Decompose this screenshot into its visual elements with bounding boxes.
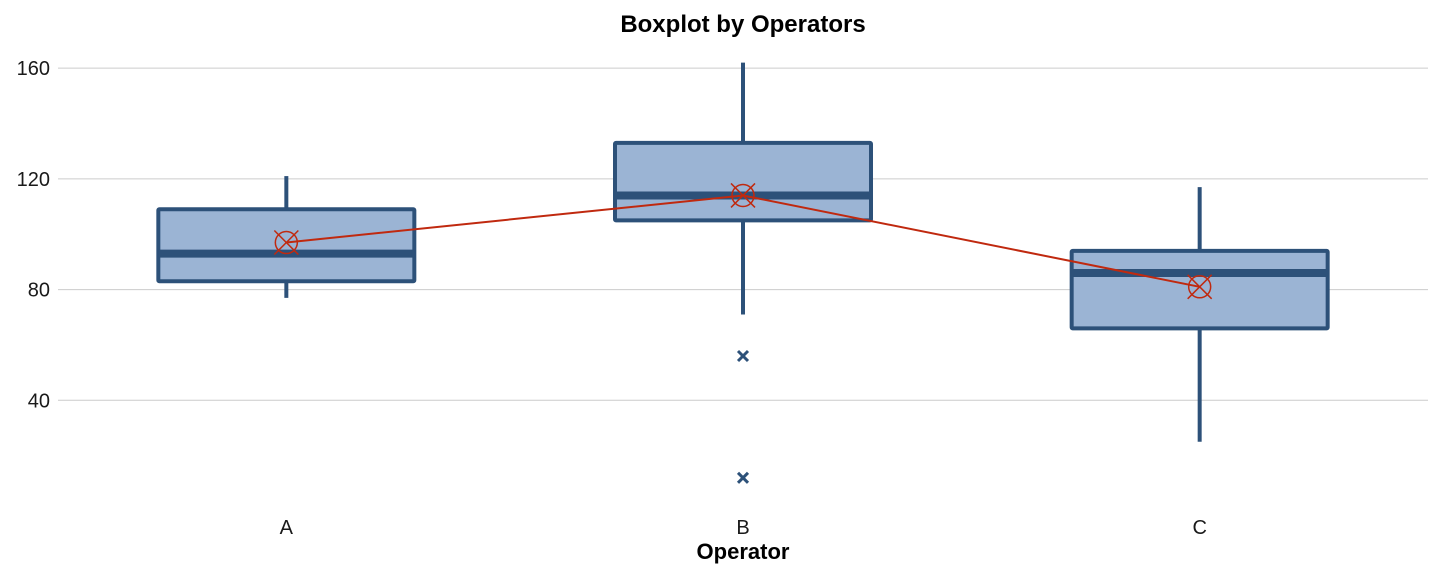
- mean-circle: [731, 183, 755, 208]
- outlier-stroke: [736, 349, 750, 363]
- x-tick-label: B: [736, 517, 749, 539]
- x-axis-label: Operator: [697, 539, 790, 564]
- mean-marker: [1187, 274, 1213, 300]
- mean-marker: [273, 229, 299, 256]
- y-tick-label: 120: [17, 169, 50, 191]
- mean-marker: [730, 182, 756, 208]
- y-tick-label: 80: [28, 280, 50, 302]
- iqr-box: [613, 140, 873, 223]
- outlier-point: [736, 349, 750, 363]
- box-group-B: [613, 62, 873, 484]
- x-tick-label: C: [1192, 517, 1206, 539]
- x-tick-label: A: [280, 517, 294, 539]
- iqr-box: [156, 207, 417, 284]
- chart-title: Boxplot by Operators: [620, 11, 865, 38]
- outlier-point: [736, 471, 750, 484]
- mean-markers: [273, 182, 1213, 300]
- mean-cross: [730, 182, 756, 208]
- box-group-A: [156, 176, 417, 298]
- x-axis-ticks: A B C: [280, 517, 1207, 539]
- mean-cross: [273, 229, 299, 256]
- y-axis-ticks: 40 80 120 160: [17, 58, 50, 412]
- iqr-box: [1069, 248, 1330, 331]
- mean-cross: [1187, 274, 1213, 300]
- mean-circle: [1187, 275, 1212, 299]
- outlier-stroke: [736, 471, 750, 484]
- boxes: [156, 62, 1330, 484]
- y-tick-label: 160: [17, 58, 50, 80]
- mean-circle: [274, 230, 299, 255]
- box-group-C: [1069, 187, 1330, 442]
- y-tick-label: 40: [28, 390, 50, 412]
